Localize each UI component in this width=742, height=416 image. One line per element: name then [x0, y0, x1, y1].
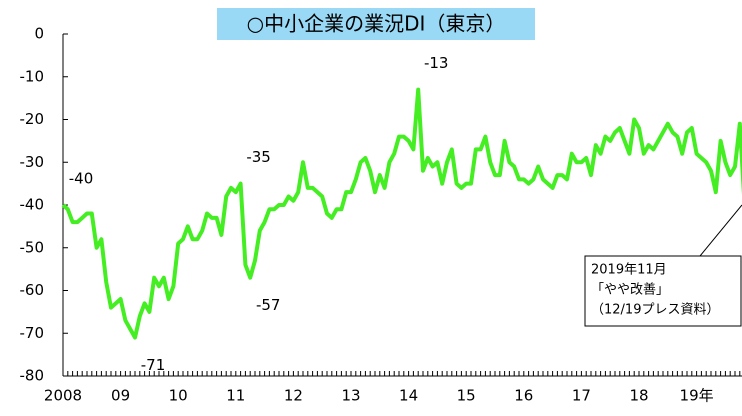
y-tick-label: -60 [20, 281, 45, 299]
y-tick-label: -20 [20, 110, 45, 128]
title-box [217, 8, 535, 40]
x-tick-label: 14 [399, 387, 418, 405]
data-label: -35 [246, 148, 271, 166]
callout-text: 「やや改善」 [591, 282, 669, 298]
y-tick-label: -10 [20, 67, 45, 85]
x-tick-label: 2008 [44, 387, 82, 405]
x-tick-label: 17 [572, 387, 591, 405]
y-tick-label: -30 [20, 153, 45, 171]
x-tick-label: 16 [514, 387, 533, 405]
x-tick-label: 13 [341, 387, 360, 405]
x-tick-label: 15 [457, 387, 476, 405]
chart-title: ○中小企業の業況DI（東京） [247, 12, 506, 36]
x-tick-label: 11 [226, 387, 245, 405]
y-tick-label: -80 [20, 367, 45, 385]
data-line [61, 87, 742, 340]
callout-text: （12/19プレス資料） [591, 303, 719, 318]
callout-text: 2019年11月 [591, 263, 667, 278]
data-label: -57 [256, 296, 281, 314]
y-tick-label: 0 [34, 25, 44, 43]
data-label: -71 [141, 356, 166, 374]
y-tick-label: -50 [20, 238, 45, 256]
x-tick-label: 12 [284, 387, 303, 405]
data-label: -13 [424, 54, 449, 72]
y-tick-label: -70 [20, 324, 45, 342]
x-tick-label: 19年 [680, 387, 714, 405]
x-tick-label: 18 [629, 387, 648, 405]
callout-connector [699, 204, 742, 257]
callout-box [584, 255, 742, 327]
data-label: -40 [69, 170, 94, 188]
x-tick-label: 10 [169, 387, 188, 405]
x-tick-label: 09 [111, 387, 130, 405]
y-tick-label: -40 [20, 196, 45, 214]
